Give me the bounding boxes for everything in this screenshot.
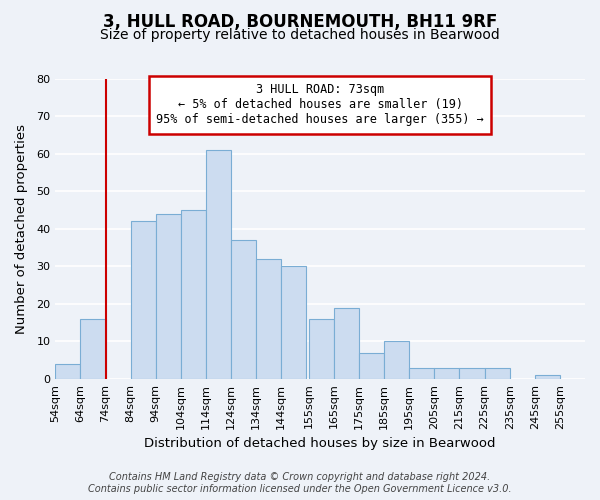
Bar (131, 222, 156, 379)
Bar (535, 375, 560, 379)
Y-axis label: Number of detached properties: Number of detached properties (15, 124, 28, 334)
Text: 3, HULL ROAD, BOURNEMOUTH, BH11 9RF: 3, HULL ROAD, BOURNEMOUTH, BH11 9RF (103, 12, 497, 30)
Bar (485, 368, 509, 379)
Bar (434, 368, 460, 379)
Bar (460, 368, 485, 379)
Bar (181, 210, 206, 379)
Bar (231, 240, 256, 379)
Bar (206, 150, 231, 379)
Bar (359, 352, 384, 379)
Text: Size of property relative to detached houses in Bearwood: Size of property relative to detached ho… (100, 28, 500, 42)
Bar (384, 342, 409, 379)
Bar (256, 259, 281, 379)
Bar (281, 266, 307, 379)
Text: 3 HULL ROAD: 73sqm
← 5% of detached houses are smaller (19)
95% of semi-detached: 3 HULL ROAD: 73sqm ← 5% of detached hous… (156, 84, 484, 126)
Bar (156, 214, 181, 379)
Bar (309, 319, 334, 379)
Bar (409, 368, 434, 379)
Bar (80, 319, 106, 379)
Bar (334, 308, 359, 379)
Text: Contains HM Land Registry data © Crown copyright and database right 2024.
Contai: Contains HM Land Registry data © Crown c… (88, 472, 512, 494)
Bar (55, 364, 80, 379)
X-axis label: Distribution of detached houses by size in Bearwood: Distribution of detached houses by size … (145, 437, 496, 450)
